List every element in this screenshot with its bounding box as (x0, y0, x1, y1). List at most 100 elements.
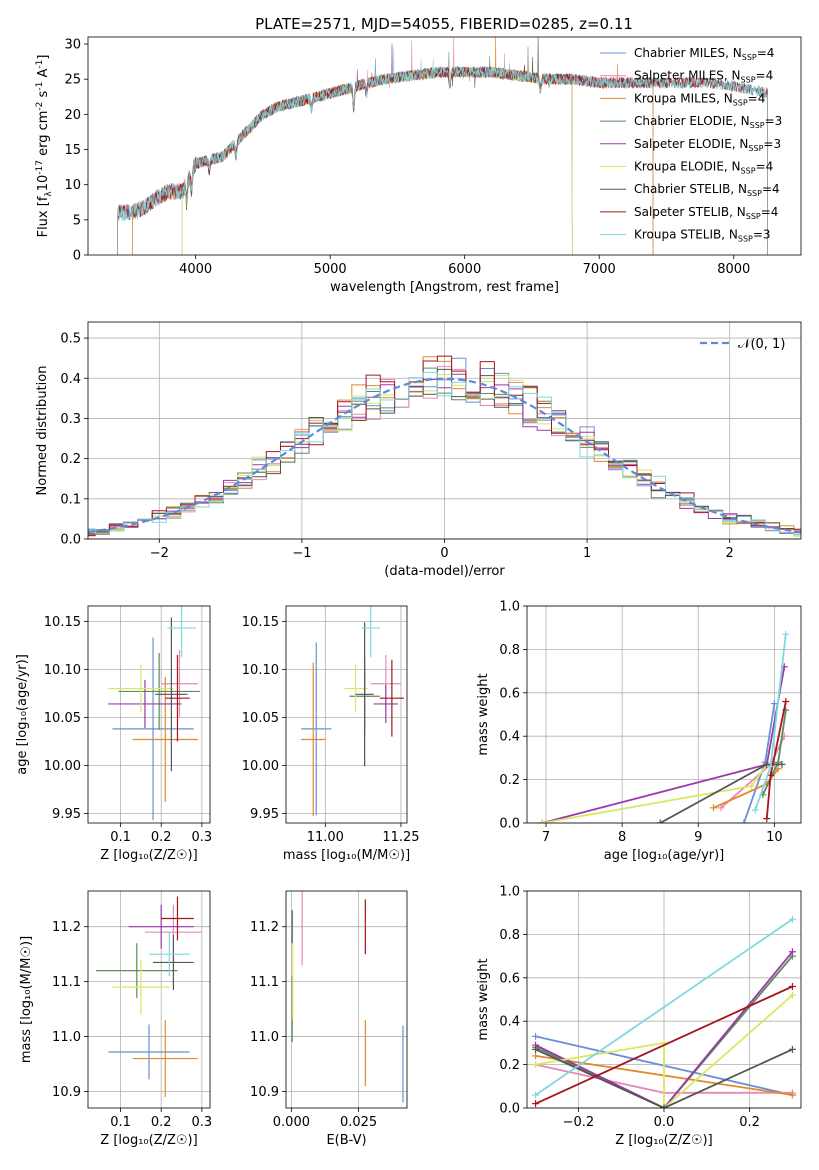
legend-sub: SSP (733, 98, 748, 107)
y-axis-label: Normed distribution (35, 366, 50, 496)
weight-marker (740, 819, 748, 823)
weight-line (541, 666, 786, 823)
weight-marker (770, 700, 778, 708)
y-tick-label: 5 (73, 213, 81, 228)
weight-marker (778, 760, 786, 768)
y-axis-label-part: Flux [f (36, 196, 51, 237)
weight-marker (538, 819, 546, 823)
axes-frame (87, 36, 802, 256)
weight-marker (767, 763, 775, 771)
chart-age_vs_mass: 11.00 11.25 9.95 10.00 10.05 10.10 10.15 mass [… (242, 605, 420, 863)
legend-n: , N (724, 160, 741, 174)
weight-marker (709, 804, 717, 812)
chart-mass_vs_ebv: 0.000 0.025 10.9 11.0 11.1 11.2 E(B-V) (250, 890, 408, 1148)
y-tick-label: 0.0 (499, 1102, 520, 1117)
weight-line (535, 985, 793, 1105)
y-tick-label: 9.95 (52, 807, 81, 822)
axes-frame (526, 890, 802, 1109)
legend-name: Salpeter MILES (634, 69, 724, 83)
y-tick-label: 10.9 (250, 1085, 279, 1100)
y-axis-label-part: -1 (35, 60, 45, 69)
histogram-step (88, 355, 801, 536)
x-tick-label: 0.2 (151, 1115, 172, 1130)
weight-marker (532, 1091, 540, 1099)
legend-value: =4 (748, 91, 766, 105)
x-tick-label: 9 (694, 830, 702, 845)
y-tick-label: 15 (64, 143, 81, 158)
chart-mass_vs_Z: 0.1 0.2 0.3 10.9 11.0 11.1 11.2 Z [log₁₀(Z/Z☉)]… (19, 890, 212, 1148)
legend-name: Salpeter ELODIE (634, 137, 732, 151)
chart-residuals: −2 −1 0 1 2 0.0 0.1 0.2 0.3 0.4 0.5 (data-model)/er… (35, 321, 802, 579)
legend-label: Chabrier MILES, NSSP=4 (634, 46, 774, 62)
x-tick-label: 2 (726, 546, 734, 561)
weight-marker (788, 982, 796, 990)
weight-marker (788, 1045, 796, 1053)
y-tick-label: 11.0 (52, 1030, 81, 1045)
y-tick-label: 10 (64, 178, 81, 193)
y-tick-label: 0.2 (499, 773, 520, 788)
x-tick-label: −1 (292, 546, 311, 561)
x-axis-label: Z [log₁₀(Z/Z☉)] (100, 848, 197, 863)
plot-area (532, 915, 796, 1108)
weight-marker (763, 760, 771, 768)
y-tick-label: 0.2 (60, 452, 81, 467)
weight-marker (660, 1104, 668, 1108)
y-tick-label: 0.6 (499, 971, 520, 986)
y-tick-label: 0.5 (60, 332, 81, 347)
y-tick-label: 0.8 (499, 928, 520, 943)
weight-marker (782, 630, 790, 638)
legend-label: 𝒩(0, 1) (738, 337, 785, 352)
y-tick-label: 0.4 (60, 372, 81, 387)
legend-n: , N (724, 69, 741, 83)
legend-n: , N (729, 205, 746, 219)
y-tick-label: 0.4 (499, 730, 520, 745)
y-axis-label: Flux [fλ10-17 erg cm-2 s-1 A-1] (35, 55, 54, 238)
weight-marker (532, 1045, 540, 1053)
y-tick-label: 0 (73, 249, 81, 264)
weight-marker (532, 1061, 540, 1069)
x-axis-label: wavelength [Angstrom, rest frame] (330, 280, 559, 295)
legend-n: , N (733, 114, 750, 128)
legend-value: =4 (761, 205, 779, 219)
weight-marker (788, 948, 796, 956)
weight-marker (788, 991, 796, 999)
y-tick-label: 0.1 (60, 492, 81, 507)
y-tick-label: 10.05 (44, 711, 81, 726)
x-tick-label: 0.2 (739, 1115, 760, 1130)
weight-marker (748, 782, 756, 790)
normal-curve (88, 377, 801, 534)
legend-n: , N (721, 228, 738, 242)
legend-name: Kroupa ELODIE (634, 160, 724, 174)
x-axis-label: E(B-V) (326, 1133, 366, 1148)
x-axis-label: mass [log₁₀(M/M☉)] (283, 848, 410, 863)
weight-marker (532, 1052, 540, 1060)
y-tick-label: 0.3 (60, 412, 81, 427)
y-axis-label-part: -1 (35, 82, 45, 91)
legend-value: =4 (757, 46, 775, 60)
legend-label: Salpeter ELODIE, NSSP=3 (634, 137, 781, 153)
plot-area (96, 896, 202, 1098)
y-tick-label: 0.8 (499, 643, 520, 658)
legend-name: Salpeter STELIB (634, 205, 729, 219)
plot-area (117, 37, 768, 255)
weight-marker (751, 806, 759, 814)
legend-sub: SSP (741, 167, 756, 176)
y-tick-label: 11.1 (250, 975, 279, 990)
spectrum-line (117, 47, 768, 255)
legend-sub: SSP (748, 144, 763, 153)
weight-marker (788, 915, 796, 923)
x-axis-label: age [log₁₀(age/yr)] (604, 848, 725, 863)
y-axis-label-part: -17 (35, 160, 45, 175)
y-axis-label-part: ] (36, 55, 51, 60)
x-tick-label: 7 (542, 830, 550, 845)
y-tick-label: 30 (64, 38, 81, 53)
y-tick-label: 10.15 (242, 615, 279, 630)
legend-value: =3 (753, 228, 771, 242)
legend-label: Salpeter MILES, NSSP=4 (634, 69, 773, 85)
legend-n: , N (730, 182, 747, 196)
plot-area (291, 891, 404, 1103)
spectrum-line (132, 37, 654, 255)
spectrum-line (132, 58, 654, 255)
y-tick-label: 0.6 (499, 686, 520, 701)
